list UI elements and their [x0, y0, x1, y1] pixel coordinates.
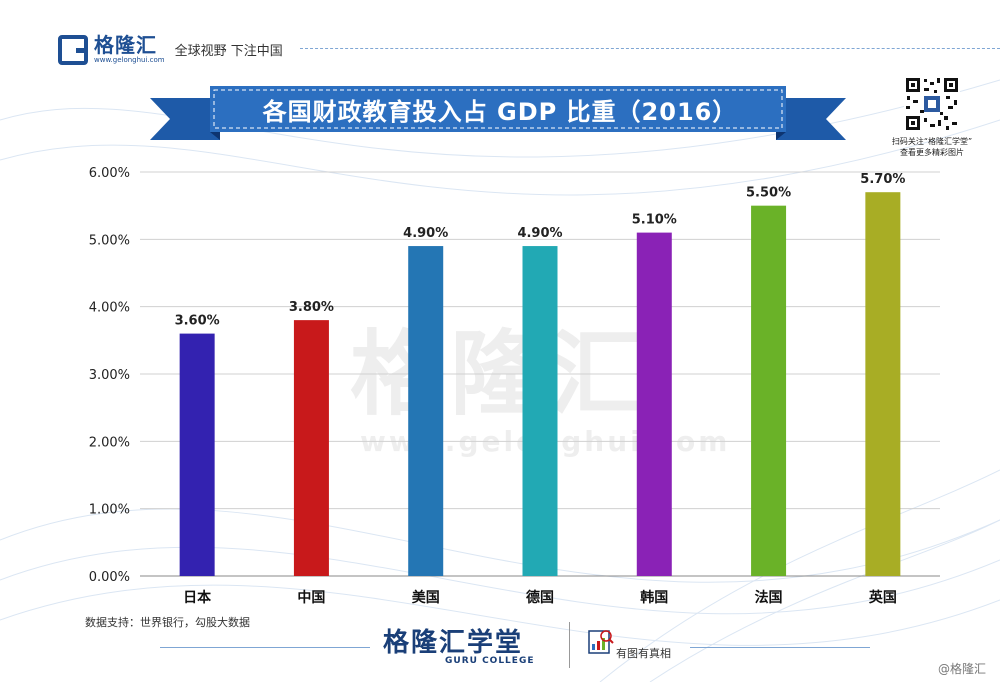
y-tick-label: 1.00%: [89, 503, 130, 518]
qr-caption-line2: 查看更多精彩图片: [900, 148, 964, 157]
qr-caption: 扫码关注“格隆汇学堂” 查看更多精彩图片: [880, 136, 984, 158]
logo-icon: [58, 34, 88, 65]
bar: [636, 232, 672, 576]
data-label: 5.10%: [632, 213, 677, 228]
data-label: 3.60%: [175, 314, 220, 329]
footer-divider-left: [160, 647, 370, 648]
data-label: 5.50%: [746, 186, 791, 201]
label-layer: 0.00% 1.00% 2.00% 3.00% 4.00% 5.00% 6.00% 3.60%…: [89, 166, 906, 606]
data-label: 4.90%: [517, 226, 562, 241]
bar: [408, 246, 444, 577]
x-tick-label: 中国: [297, 589, 325, 606]
footer-separator: [569, 622, 570, 668]
bar: [751, 205, 787, 576]
data-label: 5.70%: [860, 172, 905, 187]
copyright: @格隆汇: [938, 662, 987, 676]
y-tick-label: 3.00%: [89, 368, 130, 383]
y-tick-label: 2.00%: [89, 435, 130, 450]
brand-name: 格隆汇: [94, 33, 157, 57]
chart-title: 各国财政教育投入占 GDP 比重（2016）: [262, 97, 738, 126]
y-tick-label: 0.00%: [89, 570, 130, 585]
x-tick-label: 美国: [412, 589, 440, 606]
footer-brand: 格隆汇学堂: [383, 628, 524, 658]
data-source: 数据支持：世界银行，勾股大数据: [85, 616, 250, 629]
footer-subtitle: GURU COLLEGE: [445, 656, 535, 666]
brand-slogan: 全球视野 下注中国: [174, 44, 283, 59]
qr-code-icon: [904, 76, 960, 132]
bar: [293, 320, 329, 576]
qr-caption-line1: 扫码关注“格隆汇学堂”: [891, 137, 973, 146]
bar: [865, 192, 901, 576]
x-tick-label: 韩国: [640, 589, 668, 606]
y-tick-label: 4.00%: [89, 301, 130, 316]
bar: [179, 333, 215, 576]
x-tick-label: 法国: [755, 589, 783, 606]
brand-logo: 格隆汇 www.gelonghui.com 全球视野 下注中国: [58, 34, 283, 65]
footer-tagline: 有图有真相: [616, 647, 671, 660]
y-tick-label: 5.00%: [89, 233, 130, 248]
bar: [522, 246, 558, 577]
title-ribbon: [150, 86, 846, 140]
chart-magnifier-icon: [588, 630, 614, 654]
brand-url: www.gelonghui.com: [94, 56, 165, 64]
footer-divider-right: [690, 647, 870, 648]
x-tick-label: 日本: [183, 589, 212, 606]
bar-layer: [179, 192, 901, 577]
x-tick-label: 英国: [868, 589, 897, 606]
data-label: 4.90%: [403, 226, 448, 241]
header-divider: [300, 48, 1000, 49]
y-tick-label: 6.00%: [89, 166, 130, 181]
data-label: 3.80%: [289, 300, 334, 315]
x-tick-label: 德国: [526, 589, 554, 606]
